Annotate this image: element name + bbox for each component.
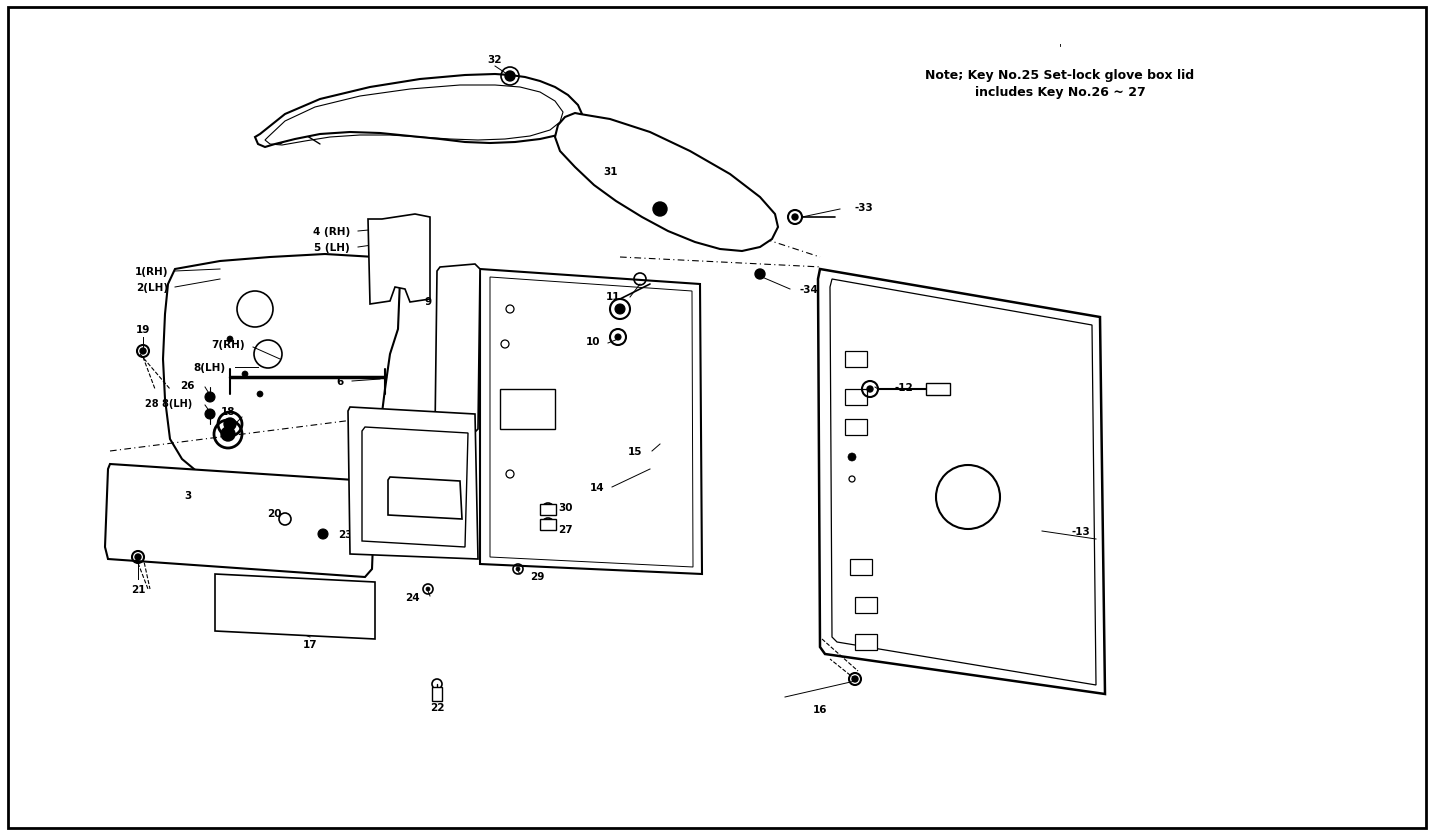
Text: 16: 16 bbox=[813, 704, 827, 714]
Text: 8(LH): 8(LH) bbox=[194, 363, 225, 373]
Polygon shape bbox=[105, 465, 376, 578]
Text: -12: -12 bbox=[895, 383, 913, 393]
Polygon shape bbox=[555, 114, 779, 252]
Polygon shape bbox=[480, 270, 703, 574]
Text: 28 8(LH): 28 8(LH) bbox=[145, 399, 192, 409]
Text: 14: 14 bbox=[589, 482, 604, 492]
Text: 20: 20 bbox=[268, 508, 282, 518]
Bar bbox=[855, 635, 878, 650]
Text: 22: 22 bbox=[430, 702, 445, 712]
Polygon shape bbox=[255, 75, 582, 148]
Text: 24: 24 bbox=[406, 592, 420, 602]
Circle shape bbox=[224, 419, 237, 431]
Text: 19: 19 bbox=[136, 324, 151, 334]
Polygon shape bbox=[215, 574, 376, 640]
Polygon shape bbox=[163, 255, 400, 494]
Circle shape bbox=[135, 554, 141, 560]
Circle shape bbox=[227, 337, 232, 343]
Text: includes Key No.26 ~ 27: includes Key No.26 ~ 27 bbox=[975, 85, 1146, 99]
Text: 10: 10 bbox=[585, 337, 599, 347]
Bar bbox=[541, 519, 556, 530]
Polygon shape bbox=[369, 215, 430, 304]
Polygon shape bbox=[389, 477, 462, 519]
Circle shape bbox=[257, 391, 262, 398]
Bar bbox=[845, 352, 868, 368]
Text: 31: 31 bbox=[604, 167, 618, 176]
Bar bbox=[855, 597, 878, 614]
Text: 6: 6 bbox=[337, 376, 344, 386]
Bar bbox=[541, 504, 556, 515]
Text: 9: 9 bbox=[424, 297, 432, 307]
Text: 7(RH): 7(RH) bbox=[211, 339, 245, 349]
Circle shape bbox=[852, 676, 858, 682]
Text: ': ' bbox=[1058, 43, 1061, 53]
Polygon shape bbox=[361, 427, 467, 548]
Text: 2(LH): 2(LH) bbox=[136, 283, 168, 293]
Text: 3: 3 bbox=[185, 491, 192, 501]
Circle shape bbox=[221, 427, 235, 441]
Circle shape bbox=[868, 386, 873, 393]
Circle shape bbox=[615, 334, 621, 340]
Bar bbox=[432, 687, 442, 701]
Polygon shape bbox=[435, 265, 480, 437]
Circle shape bbox=[847, 453, 856, 461]
Circle shape bbox=[205, 393, 215, 402]
Bar bbox=[926, 384, 949, 395]
Circle shape bbox=[318, 529, 328, 539]
Polygon shape bbox=[817, 270, 1106, 694]
Circle shape bbox=[652, 203, 667, 217]
Text: 5 (LH): 5 (LH) bbox=[314, 242, 350, 252]
Circle shape bbox=[615, 304, 625, 314]
Text: -34: -34 bbox=[800, 285, 819, 294]
Text: 17: 17 bbox=[303, 640, 317, 650]
Circle shape bbox=[516, 568, 521, 571]
Text: 26: 26 bbox=[181, 380, 195, 390]
Circle shape bbox=[426, 588, 430, 591]
Bar bbox=[850, 559, 872, 575]
Text: 27: 27 bbox=[558, 524, 572, 534]
Text: 11: 11 bbox=[605, 292, 619, 302]
Bar bbox=[845, 420, 868, 436]
Polygon shape bbox=[348, 407, 478, 559]
Bar bbox=[845, 390, 868, 405]
Text: 21: 21 bbox=[130, 584, 145, 594]
Text: Note; Key No.25 Set-lock glove box lid: Note; Key No.25 Set-lock glove box lid bbox=[925, 69, 1195, 81]
Circle shape bbox=[754, 270, 764, 280]
Text: 32: 32 bbox=[488, 55, 502, 65]
Circle shape bbox=[505, 72, 515, 82]
Text: 15: 15 bbox=[628, 446, 642, 456]
Text: -33: -33 bbox=[855, 203, 873, 212]
Text: 1(RH): 1(RH) bbox=[135, 267, 168, 277]
Circle shape bbox=[792, 215, 797, 221]
Text: 18: 18 bbox=[221, 406, 235, 416]
Circle shape bbox=[205, 410, 215, 420]
Text: 30: 30 bbox=[558, 502, 572, 512]
Text: -13: -13 bbox=[1073, 527, 1091, 537]
Text: 23: 23 bbox=[338, 529, 353, 539]
Circle shape bbox=[141, 349, 146, 354]
Text: 4 (RH): 4 (RH) bbox=[313, 227, 350, 237]
Circle shape bbox=[242, 371, 248, 378]
Bar bbox=[500, 390, 555, 430]
Text: 29: 29 bbox=[531, 571, 545, 581]
